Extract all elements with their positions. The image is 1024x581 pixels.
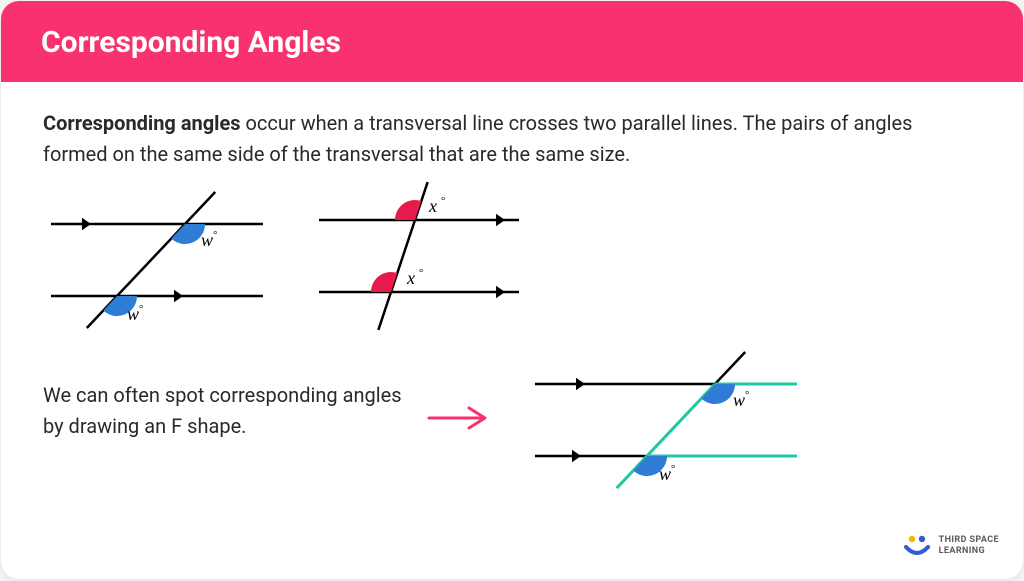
- svg-text:x: x: [428, 196, 437, 216]
- svg-text:w: w: [201, 230, 213, 250]
- svg-text:w: w: [733, 390, 745, 410]
- card-body: Corresponding angles occur when a transv…: [1, 82, 1023, 526]
- diagrams-row-1: w°w° x°x°: [43, 174, 981, 364]
- brand-text-line2: LEARNING: [939, 546, 999, 557]
- svg-text:°: °: [745, 389, 749, 401]
- f-shape-text: We can often spot corresponding angles b…: [43, 352, 413, 442]
- svg-text:°: °: [441, 195, 445, 207]
- svg-text:w: w: [659, 464, 671, 484]
- card-header: Corresponding Angles: [1, 1, 1023, 82]
- svg-text:w: w: [127, 304, 139, 324]
- second-row: We can often spot corresponding angles b…: [43, 352, 981, 506]
- svg-text:°: °: [213, 229, 217, 241]
- svg-text:°: °: [139, 303, 143, 315]
- brand-logo: THIRD SPACE LEARNING: [903, 533, 999, 559]
- svg-text:°: °: [671, 463, 675, 475]
- brand-logo-text: THIRD SPACE LEARNING: [939, 535, 999, 557]
- term-bold: Corresponding angles: [43, 111, 241, 135]
- svg-text:°: °: [419, 267, 423, 279]
- definition-paragraph: Corresponding angles occur when a transv…: [43, 108, 981, 170]
- pink-arrow-icon: [423, 396, 495, 440]
- svg-text:x: x: [406, 268, 415, 288]
- diagram-mid: x ° x °: [305, 176, 535, 346]
- brand-text-line1: THIRD SPACE: [939, 535, 999, 546]
- card-title: Corresponding Angles: [41, 25, 341, 60]
- concept-card: Corresponding Angles Corresponding angle…: [1, 1, 1023, 579]
- diagram-left: w°w°: [33, 182, 283, 352]
- brand-logo-icon: [903, 533, 931, 559]
